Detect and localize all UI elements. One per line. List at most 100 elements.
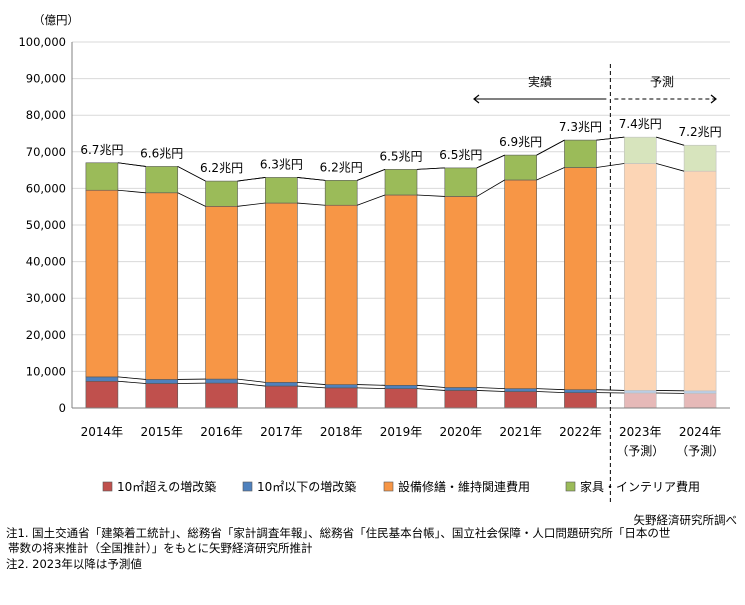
bar-segment bbox=[683, 390, 717, 394]
note-2: 注2. 2023年以降は予測値 bbox=[6, 557, 142, 571]
y-tick-label: 100,000 bbox=[18, 35, 66, 49]
total-label: 6.5兆円 bbox=[439, 148, 482, 162]
total-label: 7.4兆円 bbox=[619, 117, 662, 131]
bar-segment bbox=[504, 391, 537, 409]
bar-segment bbox=[623, 136, 657, 164]
bar-segment bbox=[265, 177, 298, 204]
total-connector-line bbox=[536, 139, 565, 156]
connector-line bbox=[237, 378, 266, 383]
y-tick-label: 60,000 bbox=[26, 181, 66, 195]
bar-segment bbox=[265, 385, 298, 409]
chart-labels: 6.7兆円 6.6兆円 6.2兆円 6.3兆円 6.2兆円 6.5兆円 6.5兆円 6.9兆円… bbox=[80, 64, 722, 505]
note-1-line-1: 注1. 国土交通省「建築着工統計」、総務省「家計調査年報」、総務省「住民基本台帳… bbox=[6, 526, 671, 540]
connector-line bbox=[357, 194, 386, 206]
total-connector-line bbox=[177, 166, 206, 182]
connector-line bbox=[476, 387, 505, 390]
legend-swatch bbox=[565, 481, 576, 492]
total-connector-line bbox=[656, 136, 685, 146]
x-tick-label: 2024年 bbox=[679, 425, 722, 439]
bar-segment bbox=[324, 384, 358, 389]
bar-segment bbox=[384, 388, 418, 409]
total-connector-line bbox=[596, 136, 625, 141]
connector-line bbox=[656, 163, 685, 172]
stacked-bar-chart: 0 10,000 20,000 30,000 40,000 50,000 60,000 70,… bbox=[18, 13, 730, 505]
total-connector-line bbox=[416, 167, 445, 170]
bar-segment bbox=[384, 194, 418, 386]
bar-segment bbox=[145, 192, 179, 380]
total-connector-line bbox=[117, 162, 146, 167]
bar-segment bbox=[504, 388, 537, 392]
bar-segment bbox=[564, 392, 597, 409]
total-connector-line bbox=[357, 168, 386, 181]
actual-annotation: 実績 bbox=[528, 74, 552, 89]
legend-swatch bbox=[102, 481, 113, 492]
bar-segment bbox=[564, 389, 597, 393]
bar-segment bbox=[504, 179, 537, 389]
bar-segment bbox=[205, 180, 238, 207]
legend-swatch bbox=[383, 481, 394, 492]
y-tick-label: 30,000 bbox=[26, 291, 66, 305]
bar-segment bbox=[145, 379, 179, 384]
legend-label: 設備修繕・維持関連費用 bbox=[398, 479, 530, 494]
y-tick-label: 50,000 bbox=[26, 218, 66, 232]
x-tick-label: 2014年 bbox=[81, 425, 124, 439]
chart-axes: 0 10,000 20,000 30,000 40,000 50,000 60,000 70,… bbox=[18, 13, 730, 458]
bar-segment bbox=[384, 169, 418, 196]
total-label: 6.5兆円 bbox=[379, 149, 422, 163]
bar-segment bbox=[623, 390, 657, 394]
total-label: 6.6兆円 bbox=[140, 146, 183, 160]
y-tick-label: 80,000 bbox=[26, 108, 66, 122]
bar-segment bbox=[623, 163, 657, 391]
bar-segment bbox=[265, 202, 298, 383]
x-tick-sublabel: （予測） bbox=[676, 444, 724, 458]
total-connector-line bbox=[297, 177, 326, 181]
legend-label: 10㎡超えの増改築 bbox=[117, 479, 216, 494]
bar-segment bbox=[324, 387, 358, 409]
legend-label: 10㎡以下の増改築 bbox=[257, 479, 356, 494]
connector-line bbox=[117, 376, 146, 380]
connector-line bbox=[357, 384, 386, 386]
x-tick-label: 2017年 bbox=[260, 425, 303, 439]
x-tick-label: 2018年 bbox=[320, 425, 363, 439]
y-tick-label: 90,000 bbox=[26, 72, 66, 86]
y-tick-label: 70,000 bbox=[26, 145, 66, 159]
y-tick-label: 10,000 bbox=[26, 364, 66, 378]
total-label: 6.3兆円 bbox=[260, 157, 303, 171]
connector-line bbox=[596, 389, 625, 391]
bar-segment bbox=[145, 166, 179, 194]
forecast-annotation: 予測 bbox=[650, 75, 674, 89]
connector-line bbox=[536, 391, 565, 394]
connector-line bbox=[416, 384, 445, 388]
bar-segment bbox=[324, 180, 358, 206]
bar-segment bbox=[324, 204, 358, 385]
bar-segment bbox=[623, 392, 657, 409]
bar-segment bbox=[564, 139, 597, 168]
bar-segment bbox=[444, 167, 478, 197]
bar-segment bbox=[444, 387, 478, 391]
total-label: 6.9兆円 bbox=[499, 135, 542, 149]
x-tick-sublabel: （予測） bbox=[616, 444, 664, 458]
connector-line bbox=[536, 167, 565, 181]
connector-line bbox=[237, 202, 266, 207]
bar-segment bbox=[205, 382, 238, 409]
bar-segment bbox=[85, 189, 119, 378]
connector-line bbox=[476, 390, 505, 392]
x-tick-label: 2020年 bbox=[440, 425, 483, 439]
connector-line bbox=[177, 192, 206, 207]
connector-line bbox=[297, 202, 326, 206]
bar-segment bbox=[564, 167, 597, 390]
chart-legend: 10㎡超えの増改築 10㎡以下の増改築 設備修繕・維持関連費用 家具・インテリア費用 bbox=[102, 479, 700, 494]
bar-segment bbox=[683, 393, 717, 409]
legend-label: 家具・インテリア費用 bbox=[580, 479, 700, 494]
bar-segment bbox=[205, 206, 238, 380]
connector-line bbox=[416, 194, 445, 197]
connector-line bbox=[117, 380, 146, 384]
connector-line bbox=[297, 381, 326, 385]
bar-segment bbox=[85, 376, 119, 382]
total-connector-line bbox=[476, 154, 505, 169]
source-credit: 矢野経済研究所調べ bbox=[633, 513, 738, 527]
bar-segment bbox=[85, 380, 119, 409]
connector-line bbox=[117, 189, 146, 194]
note-1-line-2: 帯数の将来推計（全国推計）」をもとに矢野経済研究所推計 bbox=[8, 541, 313, 555]
chart-connector-lines bbox=[117, 136, 685, 394]
